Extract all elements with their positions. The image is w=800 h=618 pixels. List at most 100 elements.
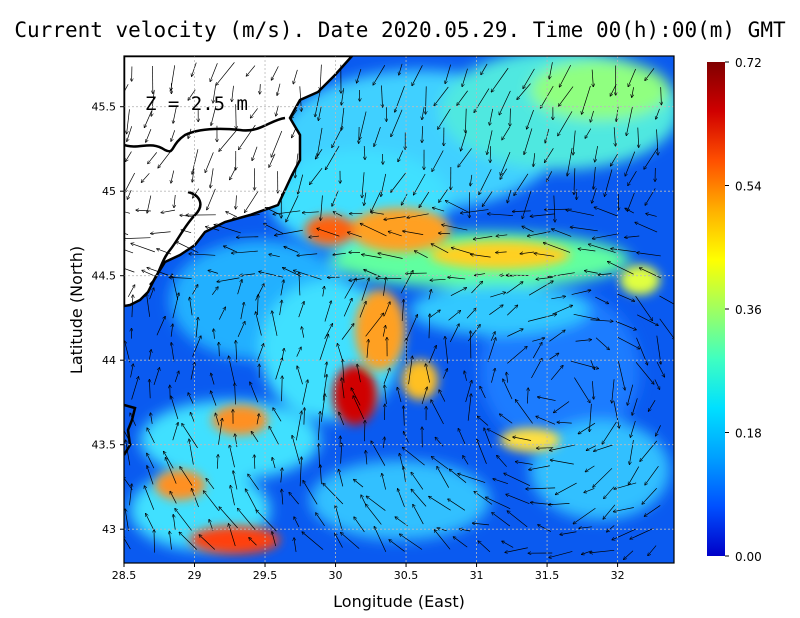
velocity-arrow bbox=[526, 488, 556, 489]
velocity-arrow bbox=[479, 169, 492, 194]
velocity-arrow bbox=[297, 253, 318, 256]
velocity-arrow bbox=[388, 231, 402, 237]
velocity-arrow bbox=[264, 224, 284, 234]
velocity-arrow bbox=[637, 253, 661, 257]
velocity-arrow bbox=[174, 371, 179, 383]
velocity-arrow bbox=[282, 376, 283, 402]
velocity-arrow bbox=[321, 195, 323, 220]
velocity-arrow bbox=[244, 191, 259, 212]
velocity-arrow bbox=[558, 111, 573, 136]
velocity-arrow bbox=[461, 131, 467, 151]
velocity-arrow bbox=[320, 465, 321, 485]
velocity-arrow bbox=[422, 126, 423, 143]
velocity-arrow bbox=[507, 329, 523, 337]
velocity-arrow bbox=[365, 313, 384, 337]
velocity-arrow bbox=[514, 173, 529, 196]
velocity-arrow bbox=[232, 85, 234, 102]
velocity-arrow bbox=[506, 494, 530, 504]
velocity-arrow bbox=[149, 379, 150, 399]
velocity-arrow bbox=[578, 422, 596, 434]
velocity-arrow bbox=[496, 235, 508, 236]
x-tick-label: 29 bbox=[188, 569, 202, 582]
velocity-arrow bbox=[632, 87, 634, 97]
colorbar-tick-label: 0.18 bbox=[735, 427, 762, 441]
velocity-arrow bbox=[360, 223, 387, 237]
velocity-arrow bbox=[295, 411, 301, 441]
y-tick-label: 45 bbox=[102, 185, 116, 198]
colorbar-tick-label: 0.00 bbox=[735, 550, 762, 564]
velocity-arrow bbox=[124, 211, 131, 214]
velocity-arrow bbox=[544, 148, 554, 162]
velocity-arrow bbox=[595, 145, 598, 162]
velocity-arrow bbox=[153, 368, 160, 386]
velocity-arrow bbox=[191, 488, 199, 508]
velocity-arrow bbox=[209, 519, 214, 531]
velocity-arrow bbox=[188, 393, 194, 404]
velocity-arrow bbox=[543, 243, 571, 253]
velocity-arrow bbox=[181, 230, 192, 234]
velocity-arrow bbox=[208, 270, 219, 274]
velocity-arrow bbox=[229, 445, 235, 468]
velocity-arrow bbox=[384, 216, 407, 220]
velocity-arrow bbox=[179, 532, 197, 550]
velocity-arrow bbox=[130, 413, 136, 426]
velocity-arrow bbox=[428, 345, 436, 364]
velocity-arrow bbox=[382, 325, 385, 337]
velocity-arrow bbox=[389, 540, 405, 552]
velocity-arrow bbox=[190, 362, 195, 380]
velocity-arrow bbox=[527, 388, 528, 404]
velocity-arrow bbox=[429, 314, 430, 339]
velocity-arrow bbox=[491, 67, 509, 92]
velocity-arrow bbox=[617, 336, 640, 349]
velocity-arrow bbox=[449, 324, 459, 343]
velocity-arrow bbox=[399, 534, 423, 550]
velocity-arrow bbox=[175, 508, 192, 531]
velocity-arrow bbox=[144, 486, 155, 510]
velocity-arrow bbox=[252, 146, 258, 161]
velocity-arrow bbox=[403, 406, 404, 426]
velocity-arrow bbox=[448, 277, 466, 280]
colorbar-tick-label: 0.36 bbox=[735, 303, 762, 317]
velocity-arrow bbox=[124, 84, 129, 93]
velocity-arrow bbox=[309, 236, 320, 237]
velocity-arrow bbox=[656, 335, 661, 365]
velocity-arrow bbox=[371, 190, 382, 212]
y-tick-label: 44.5 bbox=[92, 270, 117, 283]
velocity-arrow bbox=[279, 300, 282, 316]
velocity-arrow bbox=[503, 379, 513, 400]
velocity-arrow bbox=[644, 505, 661, 516]
velocity-arrow bbox=[259, 272, 283, 278]
velocity-arrow bbox=[573, 507, 596, 524]
velocity-arrow bbox=[473, 236, 493, 239]
velocity-arrow bbox=[490, 146, 491, 162]
velocity-arrow bbox=[398, 150, 404, 162]
velocity-arrow bbox=[272, 457, 276, 469]
velocity-arrow bbox=[292, 435, 301, 465]
velocity-arrow bbox=[296, 347, 301, 357]
velocity-arrow bbox=[219, 342, 220, 357]
x-axis-label: Longitude (East) bbox=[333, 592, 465, 611]
velocity-arrow bbox=[506, 282, 523, 294]
velocity-arrow bbox=[172, 293, 179, 319]
velocity-arrow bbox=[628, 466, 640, 485]
velocity-arrow bbox=[146, 129, 152, 142]
x-tick-label: 30 bbox=[329, 569, 343, 582]
velocity-arrow bbox=[383, 277, 386, 296]
velocity-arrow bbox=[590, 110, 594, 122]
velocity-arrow bbox=[337, 343, 343, 361]
velocity-arrow bbox=[527, 109, 534, 129]
velocity-arrow bbox=[434, 530, 451, 550]
velocity-arrow bbox=[590, 320, 613, 322]
velocity-arrow bbox=[124, 536, 131, 550]
velocity-arrow bbox=[333, 212, 343, 217]
velocity-arrow bbox=[559, 64, 572, 87]
velocity-arrow bbox=[173, 105, 177, 123]
velocity-arrow bbox=[383, 437, 384, 448]
velocity-arrow bbox=[147, 466, 154, 485]
velocity-arrow bbox=[657, 129, 658, 155]
velocity-arrow bbox=[504, 473, 531, 487]
velocity-arrow bbox=[575, 340, 592, 342]
velocity-arrow bbox=[451, 248, 472, 254]
velocity-arrow bbox=[316, 513, 325, 527]
velocity-arrow bbox=[170, 491, 177, 504]
